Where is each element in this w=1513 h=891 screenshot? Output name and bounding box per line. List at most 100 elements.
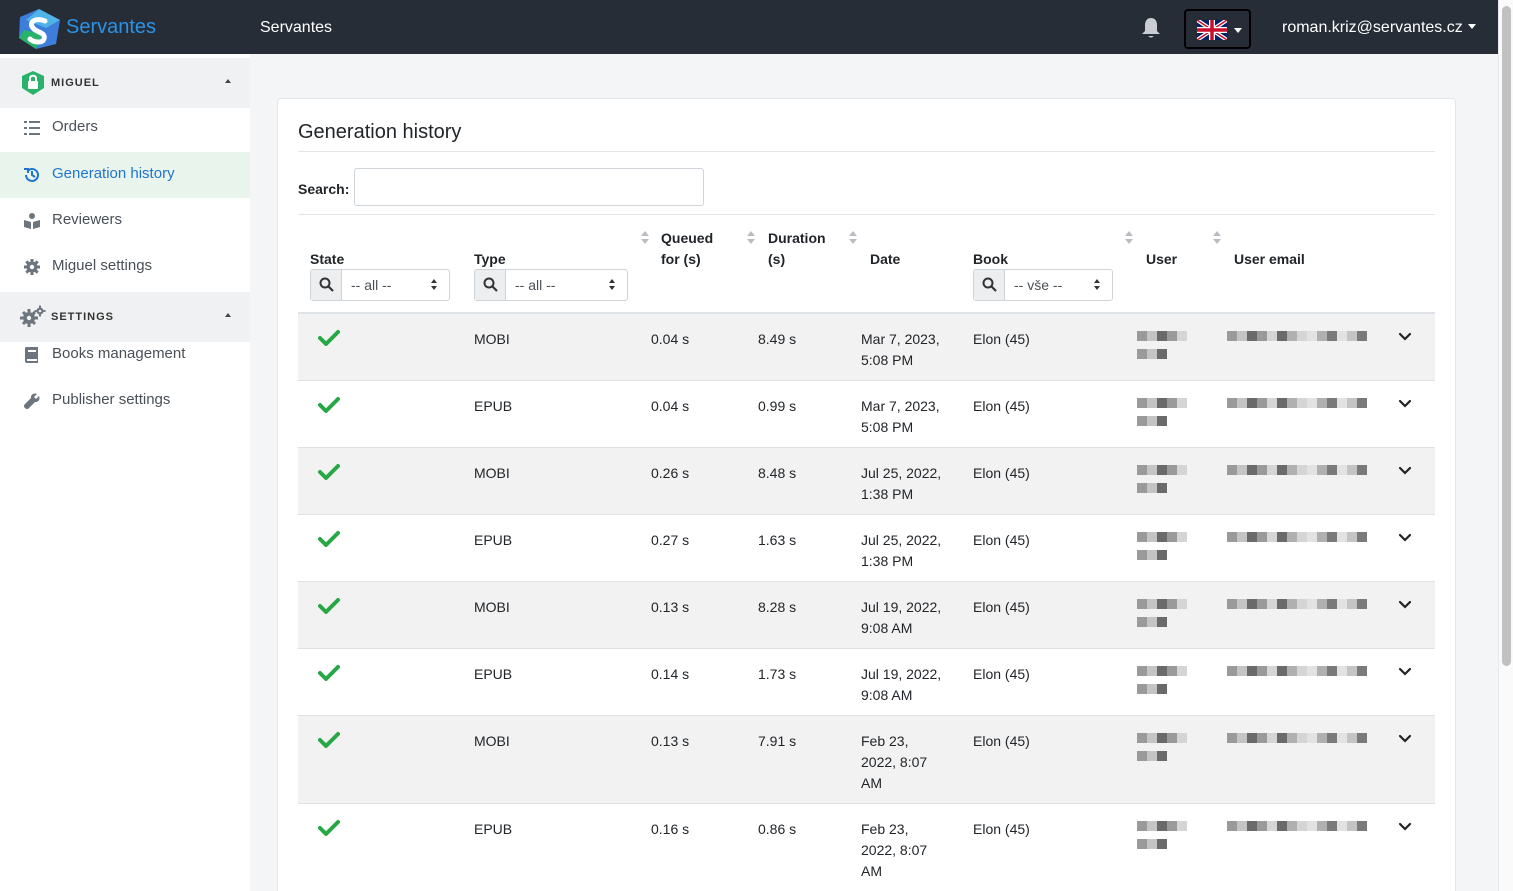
duration-cell: 7.91 s (758, 733, 797, 749)
date-line: Jul 19, 2022, (861, 599, 942, 615)
table-row[interactable]: EPUB 0.04 s 0.99 s Elon (45) Mar 7, 2023, 5:0… (298, 381, 1435, 448)
sidebar-section-title: MIGUEL (51, 77, 100, 89)
user-email: roman.kriz@servantes.cz (1282, 19, 1463, 36)
chevron-down-icon[interactable] (1398, 734, 1412, 744)
column-header-type[interactable]: Type (474, 251, 506, 267)
search-icon (974, 270, 1005, 300)
chevron-down-icon (1234, 28, 1242, 33)
chevron-down-icon[interactable] (1398, 332, 1412, 342)
chevron-down-icon[interactable] (1398, 533, 1412, 543)
page-title: Generation history (298, 121, 462, 143)
date-line: 9:08 AM (861, 687, 913, 703)
search-label: Search: (298, 181, 350, 197)
duration-cell: 8.48 s (758, 465, 797, 481)
column-header-state[interactable]: State (310, 251, 345, 267)
sort-icon[interactable] (747, 231, 755, 245)
date-line: 1:38 PM (861, 553, 914, 569)
sidebar-item-orders[interactable]: Orders (0, 105, 250, 151)
caret-up-icon (225, 79, 231, 83)
sort-icon[interactable] (849, 231, 857, 245)
column-header-duration-line2: (s) (768, 251, 786, 267)
user-menu[interactable]: roman.kriz@servantes.cz (1282, 19, 1476, 37)
book-cell: Elon (45) (973, 331, 1030, 347)
table-row[interactable]: MOBI 0.13 s 7.91 s Elon (45) Feb 23, 2022, 8:… (298, 716, 1435, 804)
table-row[interactable]: MOBI 0.04 s 8.49 s Elon (45) Mar 7, 2023, 5:0… (298, 314, 1435, 381)
table-row[interactable]: MOBI 0.26 s 8.48 s Elon (45) Jul 25, 2022, 1:… (298, 448, 1435, 515)
table-row[interactable]: MOBI 0.13 s 8.28 s Elon (45) Jul 19, 2022, 9:… (298, 582, 1435, 649)
top-navbar: Servantes Servantes roman.kriz@servantes… (0, 0, 1513, 54)
column-header-date[interactable]: Date (870, 251, 901, 267)
book-cell: Elon (45) (973, 821, 1030, 837)
sort-icon[interactable] (1213, 231, 1221, 245)
date-line: 2022, 8:07 (861, 754, 928, 770)
type-cell: MOBI (474, 331, 510, 347)
success-check-icon (318, 531, 340, 547)
duration-cell: 1.73 s (758, 666, 797, 682)
date-line: Jul 19, 2022, (861, 666, 942, 682)
type-filter-select[interactable]: -- all -- (474, 269, 628, 301)
sort-icon[interactable] (1125, 231, 1133, 245)
type-cell: EPUB (474, 821, 513, 837)
queued-cell: 0.13 s (651, 599, 690, 615)
search-input[interactable] (354, 168, 704, 206)
sidebar-item-books-management[interactable]: Books management (0, 332, 250, 378)
sidebar-section-settings[interactable]: SETTINGS (0, 292, 250, 342)
column-header-user-email[interactable]: User email (1234, 251, 1305, 267)
servantes-logo[interactable]: Servantes (16, 8, 166, 50)
duration-cell: 0.99 s (758, 398, 797, 414)
sidebar-item-publisher-settings[interactable]: Publisher settings (0, 378, 250, 424)
book-filter-select[interactable]: -- vše -- (973, 269, 1113, 301)
select-arrows-icon (431, 279, 437, 291)
book-cell: Elon (45) (973, 465, 1030, 481)
scrollbar-thumb[interactable] (1502, 6, 1511, 666)
chevron-down-icon[interactable] (1398, 399, 1412, 409)
type-cell: EPUB (474, 666, 513, 682)
queued-cell: 0.26 s (651, 465, 690, 481)
date-line: Mar 7, 2023, (861, 331, 940, 347)
date-line: AM (861, 775, 882, 791)
chevron-down-icon[interactable] (1398, 466, 1412, 476)
history-icon (24, 167, 39, 182)
sidebar-item-generation-history[interactable]: Generation history (0, 152, 250, 198)
caret-down-icon (1467, 24, 1476, 29)
sidebar-item-label: Generation history (52, 165, 175, 182)
chevron-down-icon[interactable] (1398, 667, 1412, 677)
book-cell: Elon (45) (973, 733, 1030, 749)
book-cell: Elon (45) (973, 398, 1030, 414)
sidebar-section-miguel[interactable]: MIGUEL (0, 58, 250, 108)
type-cell: MOBI (474, 733, 510, 749)
page-scrollbar[interactable] (1498, 0, 1513, 891)
sort-icon[interactable] (641, 231, 649, 245)
duration-cell: 8.49 s (758, 331, 797, 347)
book-filter-value: -- vše -- (1014, 277, 1063, 293)
queued-cell: 0.27 s (651, 532, 690, 548)
type-cell: EPUB (474, 532, 513, 548)
chevron-down-icon[interactable] (1398, 600, 1412, 610)
date-line: AM (861, 863, 882, 879)
table-row[interactable]: EPUB 0.16 s 0.86 s Elon (45) Feb 23, 2022, 8:… (298, 804, 1435, 891)
chevron-down-icon[interactable] (1398, 822, 1412, 832)
sidebar-section-title: SETTINGS (51, 311, 115, 323)
column-header-duration[interactable]: Duration (s) (768, 228, 826, 270)
table-row[interactable]: EPUB 0.14 s 1.73 s Elon (45) Jul 19, 2022, 9:… (298, 649, 1435, 716)
list-icon (24, 121, 40, 135)
type-cell: EPUB (474, 398, 513, 414)
sidebar-item-label: Miguel settings (52, 257, 153, 274)
date-line: 9:08 AM (861, 620, 913, 636)
sidebar-item-label: Orders (52, 118, 98, 135)
sidebar-item-reviewers[interactable]: Reviewers (0, 198, 250, 244)
date-line: Mar 7, 2023, (861, 398, 940, 414)
queued-cell: 0.14 s (651, 666, 690, 682)
search-icon (475, 270, 506, 300)
date-line: 2022, 8:07 (861, 842, 928, 858)
column-header-queued[interactable]: Queued for (s) (661, 228, 713, 270)
bell-icon[interactable] (1139, 16, 1163, 40)
column-header-book[interactable]: Book (973, 251, 1008, 267)
column-header-user[interactable]: User (1146, 251, 1178, 267)
sidebar-item-miguel-settings[interactable]: Miguel settings (0, 244, 250, 290)
state-filter-select[interactable]: -- all -- (310, 269, 450, 301)
date-line: 5:08 PM (861, 352, 914, 368)
duration-cell: 1.63 s (758, 532, 797, 548)
language-switcher[interactable] (1184, 9, 1251, 49)
table-row[interactable]: EPUB 0.27 s 1.63 s Elon (45) Jul 25, 2022, 1:… (298, 515, 1435, 582)
